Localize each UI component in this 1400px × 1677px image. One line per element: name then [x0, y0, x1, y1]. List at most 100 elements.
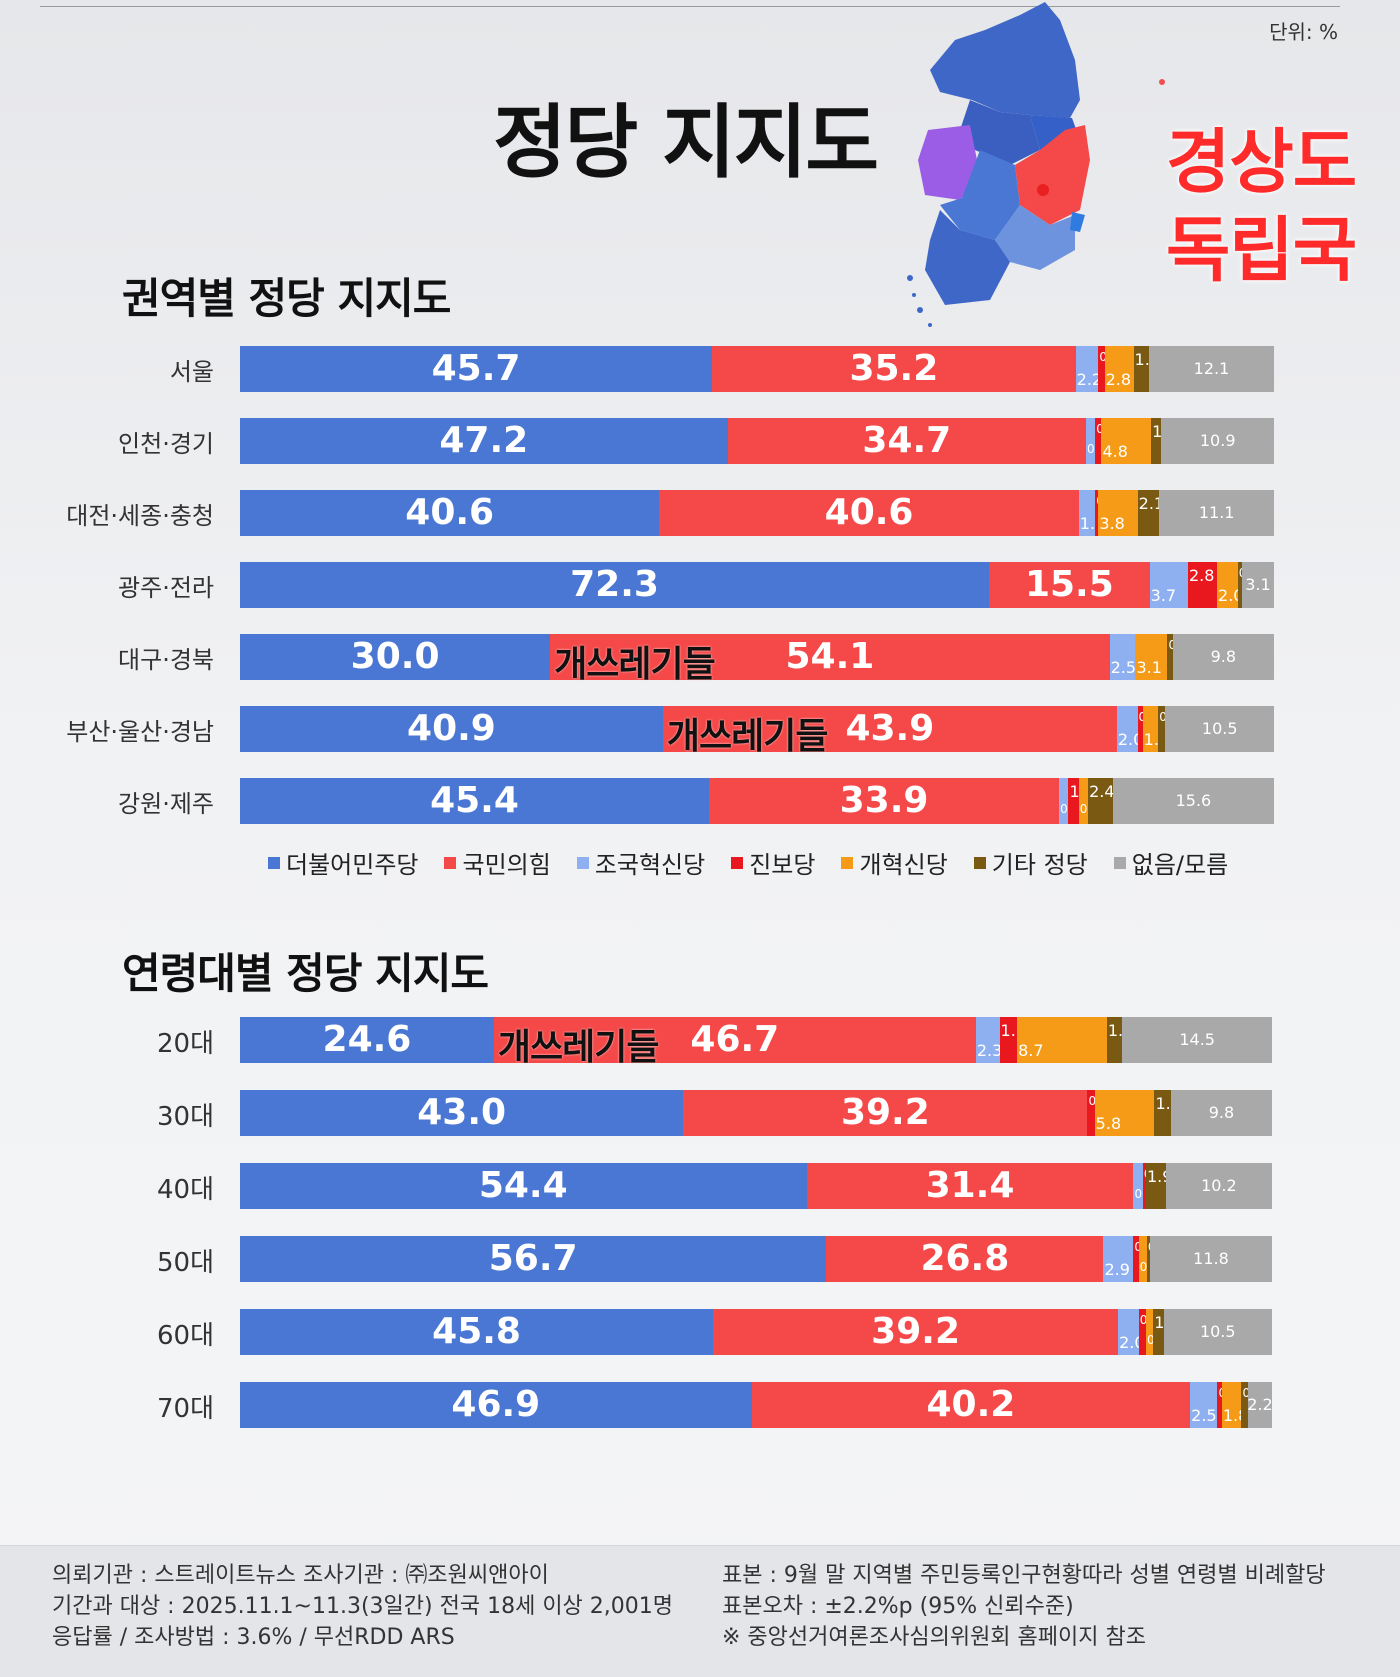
bar-segment: 5.8 [1094, 1090, 1155, 1136]
data-label: 47.2 [439, 420, 529, 461]
bar-segment: 12.1 [1149, 346, 1274, 392]
bar-segment: 56.7 [240, 1236, 827, 1282]
data-label: 33.9 [839, 780, 929, 821]
data-label: 2.8 [1105, 370, 1132, 389]
data-label: 46.9 [451, 1384, 541, 1425]
data-label: 2.0 [1117, 730, 1144, 749]
data-label: 2.8 [1189, 566, 1215, 585]
bar-segment: 1.0 [1068, 778, 1095, 824]
data-label: 2.3 [976, 1041, 1003, 1060]
bar-segment: 39.2 [713, 1309, 1119, 1355]
bar-segment: 4.8 [1101, 418, 1152, 464]
bar-segment: 46.9 [240, 1382, 752, 1428]
footer-right: 표본 : 9월 말 지역별 주민등록인구현황따라 성별 연령별 비례할당 표본오… [722, 1560, 1326, 1653]
data-label: 54.1 [785, 636, 875, 677]
bar-segment: 45.8 [240, 1309, 714, 1355]
category-label: 강원·제주 [118, 790, 214, 818]
bar-segment: 0.9 [1078, 778, 1099, 824]
category-label: 20대 [156, 1029, 214, 1059]
footer-left-line: 의뢰기관 : 스트레이트뉴스 조사기관 : ㈜조원씨앤아이 [52, 1563, 549, 1588]
bar-segment: 35.2 [712, 346, 1076, 392]
legend-item: 개혁신당 [841, 845, 948, 880]
legend-item: 더불어민주당 [268, 845, 418, 880]
legend-swatch [731, 856, 744, 869]
chart-legend: 더불어민주당 국민의힘 조국혁신당 진보당 개혁신당 기타 정당 없음/모름 [268, 845, 1228, 880]
top-divider [40, 6, 1340, 7]
data-label: 30.0 [350, 636, 440, 677]
legend-swatch [444, 856, 457, 869]
bar-segment: 14.5 [1122, 1017, 1272, 1063]
bar-segment: 46.7 [493, 1017, 976, 1063]
bar-segment: 3.8 [1098, 490, 1138, 536]
footer-right-line: 표본 : 9월 말 지역별 주민등록인구현황따라 성별 연령별 비례할당 [722, 1563, 1326, 1588]
bar-segment: 2.8 [1188, 562, 1217, 608]
bar-segment: 1.5 [1142, 706, 1169, 752]
bar-segment: 1.9 [1145, 1163, 1172, 1209]
bar-segment: 0.7 [1138, 1309, 1159, 1355]
bar-segment: 2.5 [1109, 634, 1136, 680]
bar-segment: 2.1 [1137, 490, 1164, 536]
data-label: 26.8 [920, 1238, 1010, 1279]
bar-segment: 0.8 [1138, 1236, 1159, 1282]
data-label: 39.2 [871, 1311, 960, 1352]
bar-segment: 10.2 [1165, 1163, 1272, 1209]
overlay-line-1: 경상도 [1166, 121, 1357, 203]
bar-segment: 0.9 [1059, 778, 1079, 824]
bar-segment: 45.4 [240, 778, 709, 824]
data-label: 9.8 [1210, 647, 1237, 666]
data-label: 10.9 [1199, 431, 1236, 450]
stacked-bar: 45.433.90.91.00.92.415.6 [240, 778, 1274, 824]
bar-segment: 3.1 [1135, 634, 1168, 680]
bar-segment: 10.5 [1165, 706, 1274, 752]
bar-segment: 11.1 [1159, 490, 1274, 536]
bar-segment: 33.9 [708, 778, 1060, 824]
data-label: 4.8 [1102, 442, 1128, 461]
legend-item: 기타 정당 [973, 845, 1088, 880]
legend-item: 없음/모름 [1113, 845, 1229, 880]
data-label: 2.1 [1138, 494, 1165, 513]
bar-segment: 1.8 [1221, 1382, 1248, 1428]
bar-segment: 2.3 [975, 1017, 1003, 1063]
data-label: 10.2 [1201, 1176, 1237, 1195]
data-label: 14.5 [1179, 1030, 1215, 1049]
data-label: 40.9 [407, 708, 496, 749]
footer-left-line: 기간과 대상 : 2025.11.1~11.3(3일간) 전국 18세 이상 2… [52, 1594, 674, 1619]
category-label: 광주·전라 [118, 574, 214, 602]
bar-segment: 0.7 [1087, 1090, 1108, 1136]
bar-segment: 1.5 [1133, 346, 1160, 392]
bar-segment: 11.8 [1149, 1236, 1272, 1282]
footer-left-line: 응답률 / 조사방법 : 3.6% / 무선RDD ARS [52, 1625, 455, 1650]
legend-label: 없음/모름 [1131, 851, 1229, 879]
data-label: 2.0 [1119, 1333, 1145, 1352]
overlay-text: 경상도 독립국 [1166, 118, 1357, 294]
data-label: 11.1 [1198, 503, 1235, 522]
bar-segment: 1.0 [1151, 418, 1178, 464]
bar-segment: 24.6 [240, 1017, 494, 1063]
annotation-note: 개쓰레기들 [666, 716, 829, 757]
bar-segment: 47.2 [240, 418, 728, 464]
bar-segment: 10.5 [1163, 1309, 1272, 1355]
footer-right-line: ※ 중앙선거여론조사심의위원회 홈페이지 참조 [722, 1625, 1146, 1650]
bar-segment: 1.6 [1154, 1090, 1181, 1136]
data-label: 15.5 [1024, 564, 1114, 605]
stacked-bar: 40.640.61.60.33.82.111.1 [240, 490, 1274, 536]
data-label: 40.6 [824, 492, 914, 533]
legend-item: 조국혁신당 [576, 845, 706, 880]
legend-label: 진보당 [749, 851, 816, 879]
stacked-bar: 45.735.22.20.62.81.512.1 [240, 346, 1274, 392]
bar-segment: 10.9 [1161, 418, 1274, 464]
legend-swatch [268, 856, 280, 869]
annotation-note: 개쓰레기들 [554, 644, 716, 685]
legend-label: 조국혁신당 [594, 851, 706, 879]
region-chart-title: 권역별 정당 지지도 [122, 274, 451, 323]
bar-segment: 45.7 [240, 346, 713, 392]
legend-item: 국민의힘 [444, 845, 551, 880]
main-title: 정당 지지도 [493, 96, 879, 189]
bar-segment: 26.8 [826, 1236, 1104, 1282]
legend-label: 국민의힘 [462, 851, 551, 879]
stacked-bar: 45.8 39.2 2.00.70.71.0 10.5 [240, 1309, 1272, 1355]
bar-segment: 34.7 [727, 418, 1086, 464]
bar-segment: 39.2 [683, 1090, 1088, 1136]
category-label: 인천·경기 [118, 430, 214, 458]
annotation-note: 개쓰레기들 [497, 1027, 660, 1068]
